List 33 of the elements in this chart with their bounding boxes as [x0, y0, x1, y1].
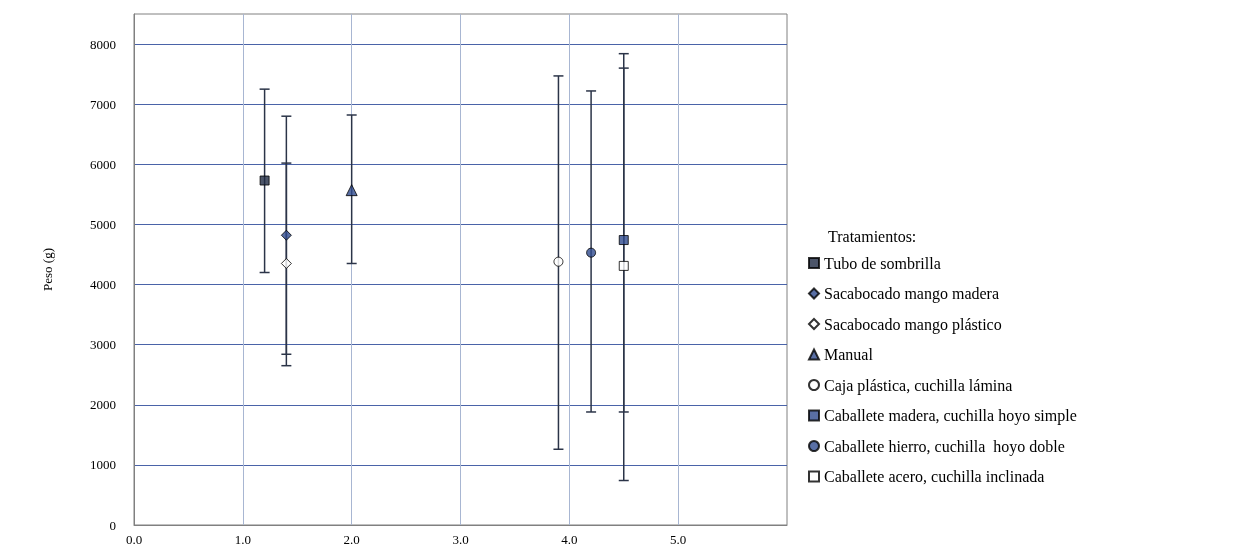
legend-label: Caballete madera, cuchilla hoyo simple: [824, 407, 1077, 425]
point: [280, 257, 292, 269]
x-tick-label: 2.0: [343, 532, 360, 547]
point: [618, 260, 629, 271]
point: [280, 229, 292, 241]
y-tick-label: 1000: [90, 457, 116, 473]
x-tick-label: 1.0: [234, 532, 251, 547]
legend-label: Caballete acero, cuchilla inclinada: [824, 468, 1045, 485]
x-tick-label: 5.0: [670, 532, 687, 547]
point: [586, 247, 597, 258]
y-axis-title: Peso (g): [40, 248, 55, 291]
y-tick-label: 8000: [90, 36, 116, 52]
y-tick-label: 6000: [90, 156, 116, 172]
point: [259, 175, 270, 186]
legend-label: Tubo de sombrilla: [824, 254, 941, 272]
x-tick-label: 0.0: [125, 532, 143, 547]
legend-label: Sacabocado mango madera: [824, 285, 1000, 303]
y-tick-label: 5000: [90, 216, 116, 232]
x-tick-label: 4.0: [561, 532, 578, 547]
point: [553, 256, 564, 267]
legend-title: Tratamientos:: [828, 227, 917, 245]
legend-label: Sacabocado mango plástico: [824, 315, 1002, 334]
y-tick-label: 3000: [90, 337, 116, 353]
point: [345, 184, 358, 197]
y-tick-label: 4000: [90, 277, 116, 293]
x-tick-label: 3.0: [452, 532, 469, 547]
point: [618, 235, 629, 246]
legend-label: Caballete hierro, cuchilla hoyo doble: [824, 437, 1065, 456]
legend-label: Manual: [824, 346, 874, 363]
y-tick-label: 0: [109, 517, 116, 533]
legend-label: Caja plástica, cuchilla lámina: [824, 376, 1013, 395]
y-tick-label: 7000: [90, 96, 116, 112]
y-tick-label: 2000: [90, 397, 116, 413]
